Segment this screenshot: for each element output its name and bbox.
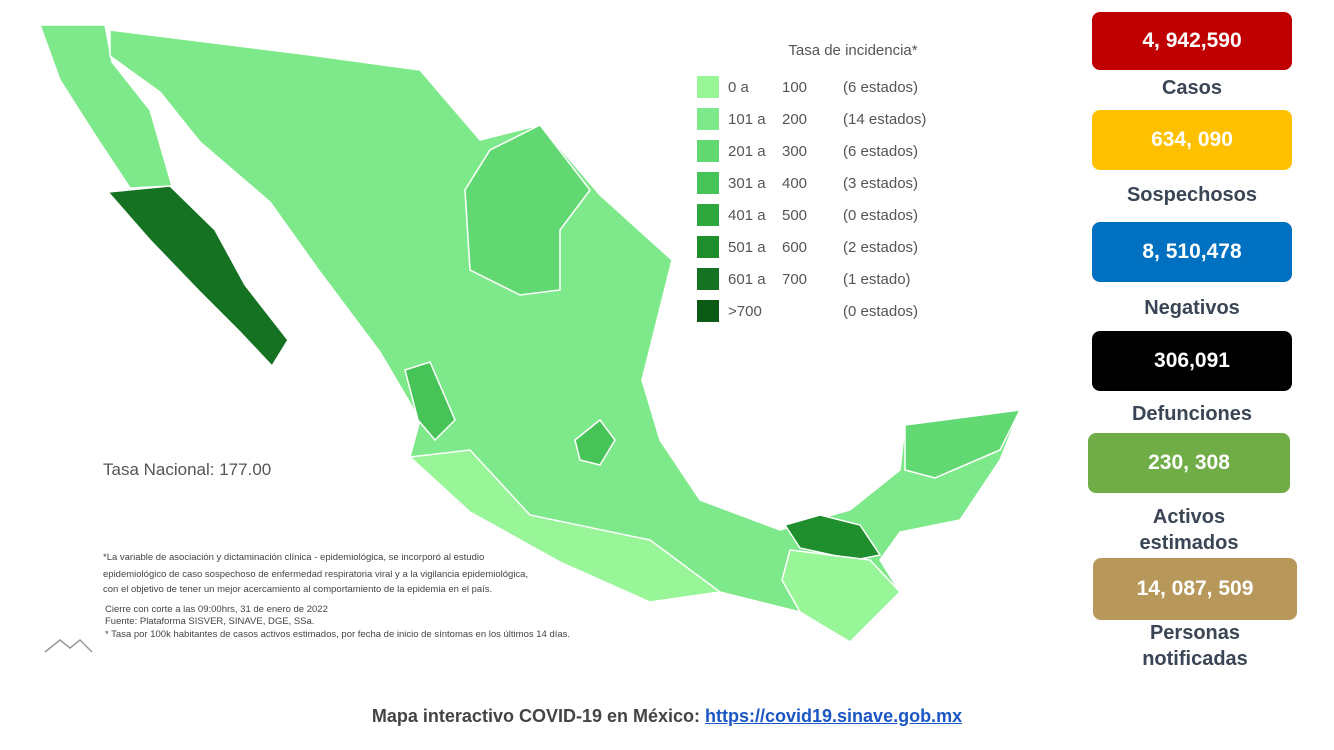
legend-range: 0 a (728, 79, 750, 96)
legend-count: (1 estado) (843, 271, 911, 288)
legend-count: (6 estados) (843, 143, 918, 160)
legend-swatch (697, 268, 719, 290)
footer-link[interactable]: https://covid19.sinave.gob.mx (705, 706, 963, 726)
mainland (109, 29, 1022, 643)
stat-box: 230, 308 (1088, 433, 1290, 493)
baja-california-sur (106, 185, 289, 368)
legend-swatch (697, 300, 719, 322)
stat-box: 634, 090 (1092, 110, 1292, 170)
legend-range: 101 a (728, 111, 766, 128)
stat-box: 8, 510,478 (1092, 222, 1292, 282)
legend-swatch (697, 236, 719, 258)
legend-swatch (697, 108, 719, 130)
tabasco (783, 514, 882, 561)
stat-label: Personas notificadas (1142, 622, 1248, 670)
notes: *La variable de asociación y dictaminaci… (103, 552, 570, 640)
legend-count: (0 estados) (843, 207, 918, 224)
stat-label: Defunciones (1131, 403, 1253, 425)
note: Cierre con corte a las 09:00hrs, 31 de e… (105, 604, 328, 615)
legend-range-end: 700 (782, 271, 807, 288)
stat-label: Casos (1161, 77, 1223, 99)
legend: 0 a 100 (6 estados) 101 a 200 (14 estados) 201… (697, 76, 926, 322)
legend-title: Tasa de incidencia* (788, 42, 917, 59)
legend-swatch (697, 172, 719, 194)
coahuila (464, 124, 591, 296)
legend-range: >700 (728, 303, 762, 320)
stat-box: 4, 942,590 (1092, 12, 1292, 70)
chiapas (781, 549, 902, 643)
note: *La variable de asociación y dictaminaci… (103, 552, 484, 563)
legend-range: 601 a (728, 271, 766, 288)
legend-range: 401 a (728, 207, 766, 224)
stat-label: Negativos (1144, 297, 1240, 319)
south-states (408, 449, 722, 603)
legend-range-end: 400 (782, 175, 807, 192)
stat-box: 306,091 (1092, 331, 1292, 391)
guanajuato (574, 418, 616, 466)
national-rate: Tasa Nacional: 177.00 (103, 460, 271, 479)
note: con el objetivo de tener un mejor acerca… (103, 584, 492, 595)
stat-label: Activos estimados (1139, 506, 1239, 554)
footer-text: Mapa interactivo COVID-19 en México: (371, 706, 700, 726)
legend-swatch (697, 76, 719, 98)
note: epidemiológico de caso sospechoso de enf… (103, 569, 528, 580)
legend-range-end: 200 (782, 111, 807, 128)
legend-count: (6 estados) (843, 79, 918, 96)
baja-california (38, 24, 173, 189)
states (38, 24, 1022, 643)
stat-label: Sospechosos (1126, 184, 1258, 206)
sinaloa (404, 361, 456, 442)
legend-range-end: 500 (782, 207, 807, 224)
logo (44, 638, 93, 653)
legend-range-end: 300 (782, 143, 807, 160)
legend-range-end: 100 (782, 79, 807, 96)
legend-range: 301 a (728, 175, 766, 192)
legend-range: 501 a (728, 239, 766, 256)
map: Tasa de incidencia* 0 a 100 (6 estados) 101… (38, 24, 1022, 653)
legend-count: (0 estados) (843, 303, 918, 320)
footer: Mapa interactivo COVID-19 en México: htt… (0, 706, 1334, 727)
legend-count: (14 estados) (843, 111, 926, 128)
legend-count: (2 estados) (843, 239, 918, 256)
legend-swatch (697, 140, 719, 162)
legend-range: 201 a (728, 143, 766, 160)
legend-count: (3 estados) (843, 175, 918, 192)
legend-swatch (697, 204, 719, 226)
stat-box: 14, 087, 509 (1093, 558, 1297, 620)
yucatan (904, 409, 1022, 479)
note: Fuente: Plataforma SISVER, SINAVE, DGE, … (105, 616, 314, 627)
legend-range-end: 600 (782, 239, 807, 256)
note: * Tasa por 100k habitantes de casos acti… (105, 629, 570, 640)
